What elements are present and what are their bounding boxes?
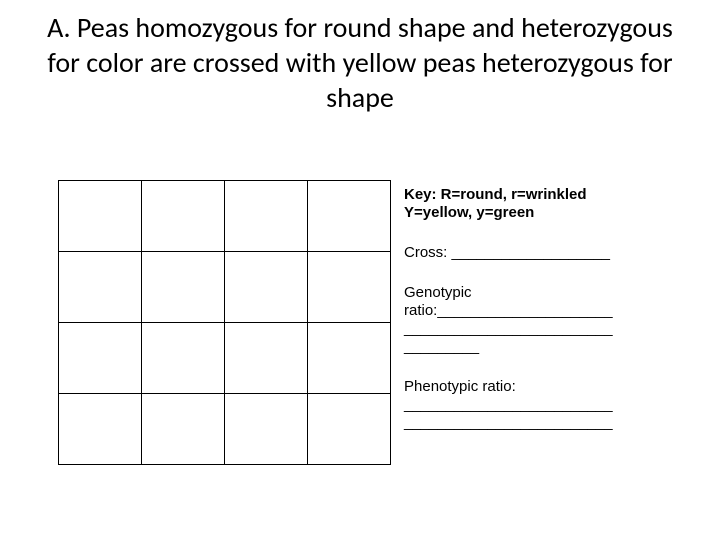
- punnett-cell: [59, 181, 142, 252]
- cross-blank: ___________________: [452, 244, 611, 261]
- punnett-cell: [308, 181, 391, 252]
- punnett-cell: [308, 323, 391, 394]
- cross-label: Cross:: [404, 244, 447, 261]
- punnett-cell: [308, 252, 391, 323]
- genotypic-ratio-block: Genotypic ratio:_____________________ __…: [404, 284, 696, 356]
- key-line-2: Y=yellow, y=green: [404, 204, 696, 222]
- notes-column: Key: R=round, r=wrinkled Y=yellow, y=gre…: [404, 186, 696, 454]
- phenotypic-line-1: _________________________: [404, 396, 696, 414]
- punnett-cell: [59, 394, 142, 465]
- genotypic-line-2: _________________________: [404, 320, 696, 338]
- cross-block: Cross: ___________________: [404, 244, 696, 262]
- punnett-cell: [225, 181, 308, 252]
- problem-title: A. Peas homozygous for round shape and h…: [40, 10, 680, 115]
- phenotypic-line-2: _________________________: [404, 414, 696, 432]
- key-line-1: Key: R=round, r=wrinkled: [404, 186, 696, 204]
- punnett-cell: [142, 394, 225, 465]
- punnett-cell: [225, 252, 308, 323]
- genotypic-label: Genotypic: [404, 284, 696, 302]
- punnett-cell: [308, 394, 391, 465]
- phenotypic-label: Phenotypic ratio:: [404, 378, 696, 396]
- genotypic-line-1: ratio:_____________________: [404, 302, 696, 320]
- punnett-cell: [142, 252, 225, 323]
- key-block: Key: R=round, r=wrinkled Y=yellow, y=gre…: [404, 186, 696, 222]
- punnett-cell: [225, 323, 308, 394]
- genotypic-line-3: _________: [404, 338, 696, 356]
- phenotypic-ratio-block: Phenotypic ratio: ______________________…: [404, 378, 696, 432]
- punnett-cell: [142, 323, 225, 394]
- worksheet-page: A. Peas homozygous for round shape and h…: [0, 0, 720, 540]
- punnett-cell: [142, 181, 225, 252]
- punnett-cell: [225, 394, 308, 465]
- punnett-cell: [59, 252, 142, 323]
- punnett-cell: [59, 323, 142, 394]
- punnett-square: [58, 180, 391, 465]
